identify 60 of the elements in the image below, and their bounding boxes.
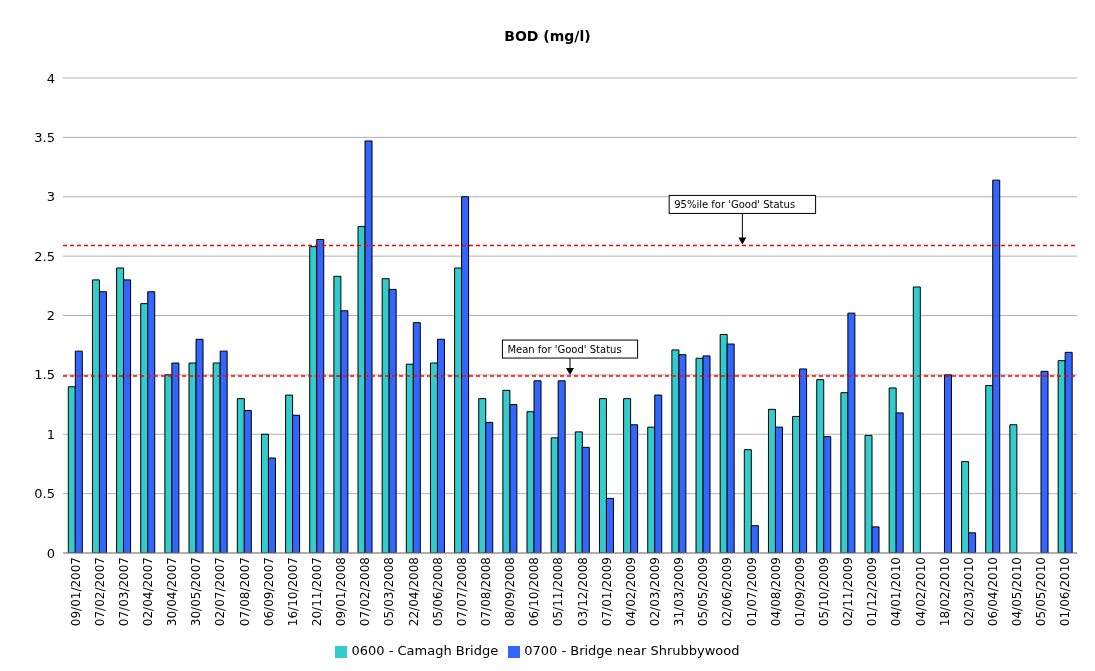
x-tick-label: 03/12/2008 (575, 557, 590, 627)
x-tick-label: 05/06/2008 (430, 557, 445, 627)
bar (1040, 370, 1049, 553)
x-tick-label: 31/03/2009 (672, 557, 687, 627)
legend-label: 0600 - Camagh Bridge (351, 643, 499, 658)
x-tick-label: 04/02/2010 (913, 557, 928, 627)
x-tick-label: 05/11/2008 (551, 557, 566, 627)
chart-title: BOD (mg/l) (503, 27, 592, 46)
x-tick-label: 30/04/2007 (165, 557, 180, 627)
x-tick-label: 06/09/2007 (261, 557, 276, 627)
x-tick-label: 05/03/2008 (382, 557, 397, 627)
x-tick-label: 02/03/2010 (961, 557, 976, 627)
x-tick-label: 20/11/2007 (310, 557, 325, 627)
x-tick-label: 05/10/2009 (817, 557, 832, 627)
bar (1009, 424, 1018, 553)
x-tick-label: 07/01/2009 (599, 557, 614, 627)
x-tick-label: 07/08/2007 (237, 557, 252, 627)
y-tick-label: 0.5 (34, 486, 55, 502)
x-tick-label: 09/01/2007 (68, 557, 83, 627)
ref-line-label: Mean for 'Good' Status (507, 344, 622, 356)
x-tick-label: 07/02/2008 (358, 557, 373, 627)
x-tick-label: 04/01/2010 (889, 557, 904, 627)
bar (943, 374, 952, 553)
x-tick-label: 08/09/2008 (503, 557, 518, 627)
y-tick-label: 4 (46, 70, 55, 86)
x-tick-label: 30/05/2007 (189, 557, 204, 627)
x-tick-label: 09/01/2008 (334, 557, 349, 627)
x-tick-label: 04/02/2009 (623, 557, 638, 627)
y-tick-label: 1.5 (34, 367, 55, 383)
x-tick-label: 07/07/2008 (454, 557, 469, 627)
y-tick-label: 2.5 (34, 248, 55, 264)
ref-line-label: 95%ile for 'Good' Status (674, 199, 796, 211)
x-tick-label: 04/05/2010 (1010, 557, 1025, 627)
y-tick-label: 2 (46, 308, 55, 324)
x-tick-label: 04/08/2009 (768, 557, 783, 627)
x-tick-label: 02/11/2009 (841, 557, 856, 627)
x-tick-label: 02/06/2009 (720, 557, 735, 627)
bar (912, 286, 921, 553)
x-tick-label: 05/05/2009 (696, 557, 711, 627)
x-tick-label: 16/10/2007 (285, 557, 300, 627)
x-tick-label: 07/08/2008 (479, 557, 494, 627)
x-tick-label: 02/07/2007 (213, 557, 228, 627)
y-tick-label: 3.5 (34, 129, 55, 145)
x-tick-label: 02/04/2007 (141, 557, 156, 627)
x-tick-label: 22/04/2008 (406, 557, 421, 627)
legend-label: 0700 - Bridge near Shrubbywood (524, 643, 740, 658)
x-tick-label: 01/09/2009 (792, 557, 807, 627)
x-tick-label: 07/02/2007 (92, 557, 107, 627)
x-tick-label: 02/03/2009 (648, 557, 663, 627)
y-tick-label: 1 (46, 426, 55, 442)
x-tick-label: 06/10/2008 (527, 557, 542, 627)
x-tick-label: 01/07/2009 (744, 557, 759, 627)
y-tick-label: 3 (46, 189, 55, 205)
x-tick-label: 01/06/2010 (1058, 557, 1073, 627)
x-tick-label: 18/02/2010 (937, 557, 952, 627)
x-tick-label: 05/05/2010 (1034, 557, 1049, 627)
x-tick-label: 06/04/2010 (986, 557, 1001, 627)
x-tick-label: 07/03/2007 (116, 557, 131, 627)
y-tick-label: 0 (46, 545, 55, 561)
x-tick-label: 01/12/2009 (865, 557, 880, 627)
